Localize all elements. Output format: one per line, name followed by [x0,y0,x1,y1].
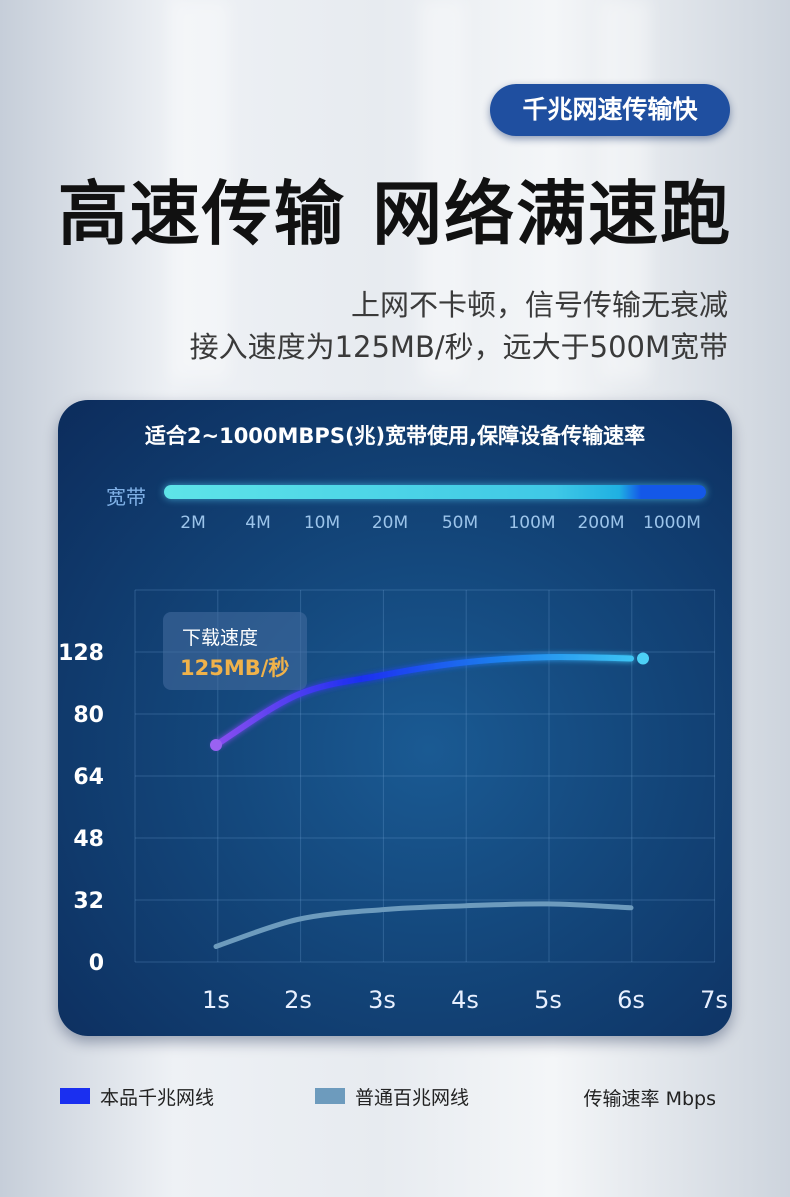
bandwidth-bar [164,485,706,499]
x-tick-label: 5s [534,986,562,1014]
series-start-point [210,739,222,751]
bandwidth-tick: 200M [577,513,625,533]
feature-badge: 千兆网速传输快 [490,84,730,136]
y-tick-label: 48 [73,827,104,852]
y-tick-label: 32 [73,889,104,914]
unit-label: 传输速率 Mbps [583,1088,716,1110]
y-tick-label: 80 [73,703,104,728]
chart-panel: 适合2~1000MBPS(兆)宽带使用,保障设备传输速率 宽带 2M 4M 10M 2… [58,400,732,1036]
panel-title: 适合2~1000MBPS(兆)宽带使用,保障设备传输速率 [144,424,646,448]
tooltip-box [163,612,307,690]
legend-item-series2: 普通百兆网线 [315,1082,469,1110]
headline: 高速传输 网络满速跑 [57,173,733,255]
bandwidth-tick: 2M [180,513,206,533]
bandwidth-tick: 20M [371,513,409,533]
tooltip-value: 125MB/秒 [180,656,289,680]
bandwidth-tick: 10M [303,513,341,533]
series-line-1000m [213,654,634,748]
bandwidth-label: 宽带 [106,485,146,509]
subline-1: 上网不卡顿，信号传输无衰减 [350,288,728,322]
x-tick-label: 4s [451,986,479,1014]
legend-swatch-series1 [60,1088,90,1104]
legend-label-series1: 本品千兆网线 [100,1086,215,1109]
bandwidth-tick: 4M [245,513,271,533]
x-tick-label: 6s [617,986,645,1014]
bandwidth-tick: 50M [441,513,479,533]
bandwidth-tick: 1000M [643,513,701,533]
legend-swatch-series2 [315,1088,345,1104]
bandwidth-tick: 100M [508,513,556,533]
legend-item-series1: 本品千兆网线 [60,1082,214,1110]
subline-2: 接入速度为125MB/秒，远大于500M宽带 [189,330,728,364]
x-tick-label: 1s [202,986,230,1014]
y-tick-label: 128 [58,641,104,666]
series-end-point [637,652,649,665]
x-tick-label: 2s [284,986,312,1014]
x-tick-label: 7s [700,986,728,1014]
series-line-100m [213,901,634,949]
y-tick-label: 64 [73,765,104,790]
y-tick-label: 0 [89,951,104,976]
x-tick-label: 3s [368,986,396,1014]
legend-label-series2: 普通百兆网线 [355,1086,470,1109]
tooltip-label: 下载速度 [182,627,258,649]
